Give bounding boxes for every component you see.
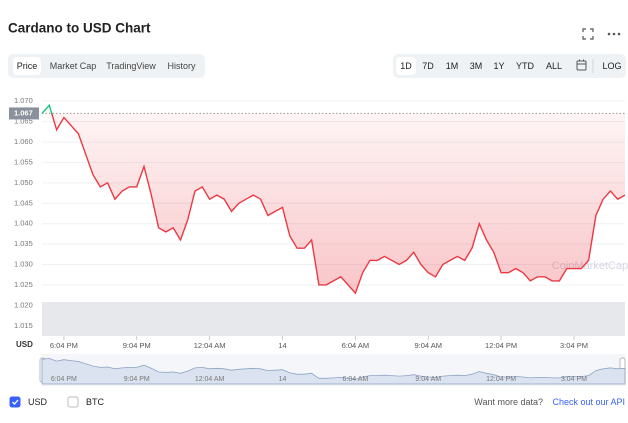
- y-tick-label: 1.025: [14, 280, 33, 289]
- y-tick-label: 1.040: [14, 219, 33, 228]
- tab[interactable]: TradingView: [106, 61, 156, 71]
- tab-bar: [8, 54, 205, 78]
- navigator-line: [41, 357, 626, 385]
- navigator-tick-label: 9:04 PM: [124, 376, 150, 383]
- fullscreen-icon[interactable]: [582, 28, 594, 40]
- y-tick-label: 1.050: [14, 178, 33, 187]
- api-link[interactable]: Check out our API: [552, 397, 625, 407]
- currency-label: USD: [16, 340, 33, 349]
- x-tick-label: 6:04 PM: [50, 341, 78, 350]
- navigator-tick-label: 9:04 AM: [415, 376, 441, 383]
- range-active-bg: [396, 57, 416, 75]
- x-tick-label: 12:04 PM: [485, 341, 517, 350]
- area-fill: [42, 105, 625, 294]
- range-button[interactable]: 7D: [422, 61, 434, 71]
- range-button[interactable]: ALL: [546, 61, 562, 71]
- api-note: Want more data?: [474, 397, 543, 407]
- y-tick-label: 1.035: [14, 239, 33, 248]
- range-button[interactable]: 1M: [446, 61, 459, 71]
- y-tick-label: 1.030: [14, 260, 33, 269]
- range-bar: [393, 54, 626, 78]
- more-icon[interactable]: [607, 32, 621, 36]
- y-tick-label: 1.015: [14, 321, 33, 330]
- y-tick-label: 1.020: [14, 300, 33, 309]
- log-button[interactable]: LOG: [602, 61, 621, 71]
- checkbox[interactable]: [9, 396, 21, 408]
- checkmark: [12, 399, 19, 405]
- y-tick-label: 1.070: [14, 96, 33, 105]
- navigator-tick-label: 6:04 AM: [343, 376, 369, 383]
- x-tick-label: 3:04 PM: [560, 341, 588, 350]
- reference-label: 1.067: [14, 108, 33, 117]
- x-tick-label: 9:04 PM: [123, 341, 151, 350]
- calendar-icon[interactable]: [576, 59, 587, 71]
- currency-option: BTC: [86, 397, 105, 407]
- tab[interactable]: Price: [17, 61, 38, 71]
- tab[interactable]: History: [167, 61, 196, 71]
- x-tick-label: 14: [278, 341, 286, 350]
- x-tick-label: 9:04 AM: [414, 341, 442, 350]
- navigator-tick-label: 3:04 PM: [561, 376, 587, 383]
- tab[interactable]: Market Cap: [50, 61, 97, 71]
- reference-label-bg: [9, 107, 39, 120]
- y-tick-label: 1.055: [14, 157, 33, 166]
- volume-area: [42, 302, 625, 336]
- x-tick-label: 6:04 AM: [342, 341, 370, 350]
- range-button[interactable]: YTD: [516, 61, 535, 71]
- currency-option: USD: [28, 397, 48, 407]
- range-button[interactable]: 1D: [400, 61, 412, 71]
- checkbox[interactable]: [67, 396, 79, 408]
- navigator-tick-label: 12:04 PM: [486, 376, 516, 383]
- y-tick-label: 1.060: [14, 137, 33, 146]
- range-button[interactable]: 3M: [470, 61, 483, 71]
- price-line: [41, 103, 626, 295]
- tab-active-bg: [13, 57, 41, 75]
- range-button[interactable]: 1Y: [493, 61, 504, 71]
- y-tick-label: 1.045: [14, 198, 33, 207]
- y-tick-label: 1.065: [14, 117, 33, 126]
- x-tick-label: 12:04 AM: [194, 341, 226, 350]
- navigator-tick-label: 6:04 PM: [51, 376, 77, 383]
- navigator-tick-label: 14: [279, 376, 287, 383]
- chart-title: Cardano to USD Chart: [8, 21, 151, 36]
- navigator-tick-label: 12:04 AM: [195, 376, 225, 383]
